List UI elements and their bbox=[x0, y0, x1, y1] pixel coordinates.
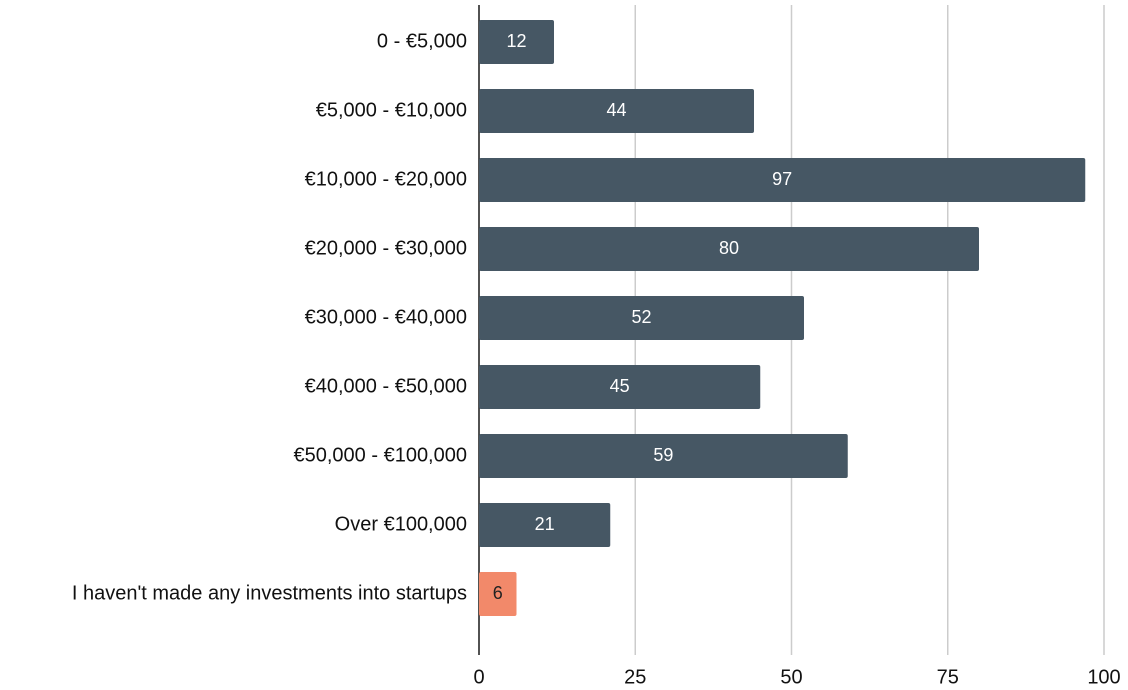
value-label: 52 bbox=[631, 307, 651, 327]
x-tick-label: 100 bbox=[1087, 666, 1120, 688]
x-tick-label: 50 bbox=[780, 666, 802, 688]
y-tick-label: €40,000 - €50,000 bbox=[305, 375, 467, 397]
y-tick-label: €5,000 - €10,000 bbox=[316, 99, 467, 121]
x-tick-label: 75 bbox=[937, 666, 959, 688]
value-label: 6 bbox=[493, 583, 503, 603]
bar bbox=[479, 20, 554, 64]
bar bbox=[479, 365, 761, 409]
bar bbox=[479, 434, 848, 478]
value-label: 44 bbox=[606, 100, 626, 120]
y-tick-label: Over €100,000 bbox=[335, 513, 467, 535]
value-label: 12 bbox=[506, 31, 526, 51]
y-tick-label: €20,000 - €30,000 bbox=[305, 237, 467, 259]
bar bbox=[479, 158, 1086, 202]
value-label: 21 bbox=[535, 514, 555, 534]
bar bbox=[479, 89, 754, 133]
y-tick-label: €50,000 - €100,000 bbox=[294, 444, 468, 466]
y-tick-label: 0 - €5,000 bbox=[377, 30, 467, 52]
value-label: 97 bbox=[772, 169, 792, 189]
bar bbox=[479, 572, 517, 616]
bar bbox=[479, 227, 979, 271]
bar bbox=[479, 296, 804, 340]
y-tick-label: €10,000 - €20,000 bbox=[305, 168, 467, 190]
x-tick-label: 25 bbox=[624, 666, 646, 688]
x-tick-label: 0 bbox=[473, 666, 484, 688]
y-tick-label: €30,000 - €40,000 bbox=[305, 306, 467, 328]
value-label: 45 bbox=[610, 376, 630, 396]
bar bbox=[479, 503, 611, 547]
value-label: 80 bbox=[719, 238, 739, 258]
value-label: 59 bbox=[653, 445, 673, 465]
y-tick-label: I haven't made any investments into star… bbox=[72, 582, 467, 604]
